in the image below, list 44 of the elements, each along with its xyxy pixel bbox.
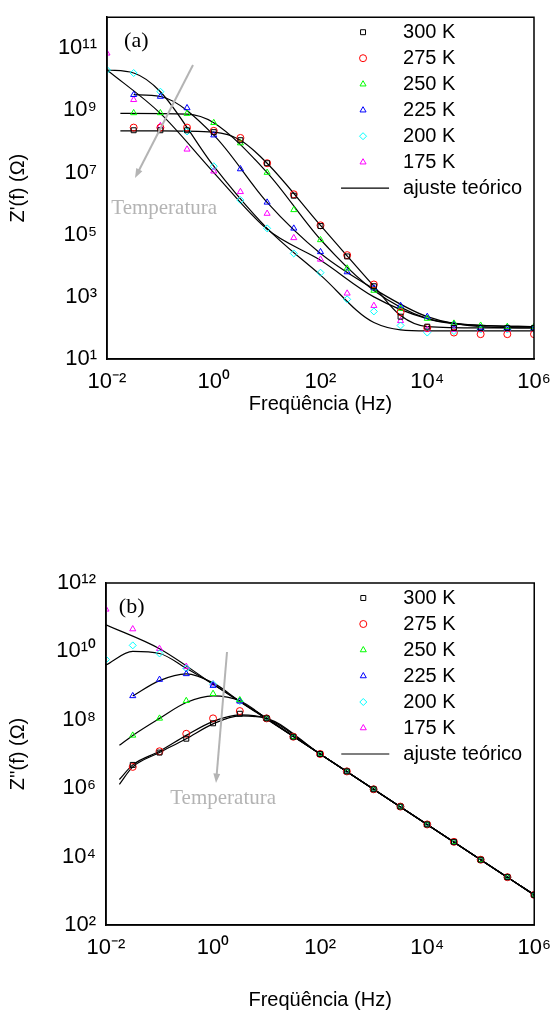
- legend-label: 225 K: [403, 97, 456, 120]
- legend-label: 300 K: [403, 19, 456, 42]
- legend-label: 175 K: [403, 715, 457, 738]
- legend-label: 250 K: [403, 637, 457, 660]
- y-tick-label: 10¹⁰: [56, 637, 96, 663]
- y-tick-label: 10¹¹: [57, 34, 97, 60]
- x-tick-label: 10²: [304, 934, 337, 960]
- legend-label: ajuste teórico: [403, 175, 523, 198]
- legend-label: 200 K: [403, 689, 457, 712]
- y-tick-label: 10¹: [65, 345, 97, 371]
- y-tick-label: 10¹²: [56, 569, 96, 595]
- x-tick-label: 10⁻²: [86, 934, 126, 960]
- y-tick-label: 10⁵: [63, 220, 97, 246]
- y-tick-label: 10⁹: [63, 96, 97, 122]
- x-tick-label: 10⁰: [196, 934, 230, 960]
- x-tick-label: 10⁴: [410, 368, 445, 394]
- y-tick-label: 10⁷: [64, 158, 98, 184]
- annotation: (a): [124, 26, 149, 52]
- annotation: Temperatura: [170, 784, 277, 809]
- x-tick-label: 10⁶: [517, 368, 551, 394]
- annotation: (b): [118, 592, 145, 618]
- y-axis-title: Z'(f) (Ω): [5, 153, 28, 223]
- legend-label: 300 K: [403, 585, 457, 608]
- legend-label: 175 K: [403, 149, 456, 172]
- x-axis-title: Freqüência (Hz): [248, 987, 392, 1010]
- x-tick-label: 10⁴: [410, 934, 445, 960]
- y-tick-label: 10⁸: [62, 705, 96, 731]
- x-tick-label: 10⁰: [197, 368, 230, 394]
- legend-label: 225 K: [403, 663, 457, 686]
- legend-label: ajuste teórico: [403, 741, 523, 764]
- legend-label: 200 K: [403, 123, 456, 146]
- x-tick-label: 10²: [304, 368, 337, 394]
- x-tick-label: 10⁻²: [87, 368, 127, 394]
- y-tick-label: 10²: [64, 911, 96, 937]
- y-tick-label: 10⁶: [62, 774, 96, 800]
- x-axis-title: Freqüência (Hz): [248, 391, 393, 414]
- legend-label: 275 K: [403, 45, 456, 68]
- annotation: Temperatura: [111, 195, 218, 220]
- legend-label: 250 K: [403, 71, 456, 94]
- legend-label: 275 K: [403, 611, 457, 634]
- x-tick-label: 10⁶: [517, 934, 551, 960]
- y-tick-label: 10³: [65, 282, 97, 308]
- y-axis-title: Z''(f) (Ω): [5, 717, 28, 791]
- y-tick-label: 10⁴: [62, 842, 96, 868]
